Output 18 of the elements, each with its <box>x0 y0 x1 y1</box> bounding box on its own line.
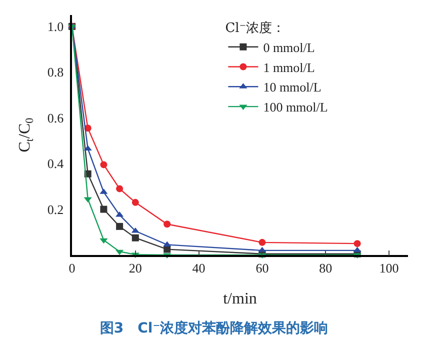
legend-label: 0 mmol/L <box>263 40 315 55</box>
x-tick-label: 80 <box>319 260 332 276</box>
y-tick-label: 0.2 <box>47 202 64 217</box>
x-tick-label: 40 <box>192 260 206 276</box>
x-axis-title: t/min <box>223 290 257 308</box>
legend-label: 10 mmol/L <box>263 80 322 95</box>
x-tick-label: 60 <box>256 260 269 276</box>
y-tick-label: 0.6 <box>47 110 64 126</box>
x-tick-label: 100 <box>379 260 399 276</box>
y-tick-label: 1.0 <box>47 18 64 34</box>
y-tick-label: 0.8 <box>47 64 64 80</box>
legend-title: Cl⁻浓度： <box>225 20 286 36</box>
x-tick-label: 0 <box>68 260 76 276</box>
x-tick-label: 20 <box>128 260 142 276</box>
text: 图3 Cl⁻浓度对苯酚降解效果的影响 <box>100 320 328 337</box>
legend-label: 100 mmol/L <box>263 100 328 115</box>
y-tick-label: 0.4 <box>47 156 64 172</box>
legend-label: 1 mmol/L <box>263 60 315 75</box>
